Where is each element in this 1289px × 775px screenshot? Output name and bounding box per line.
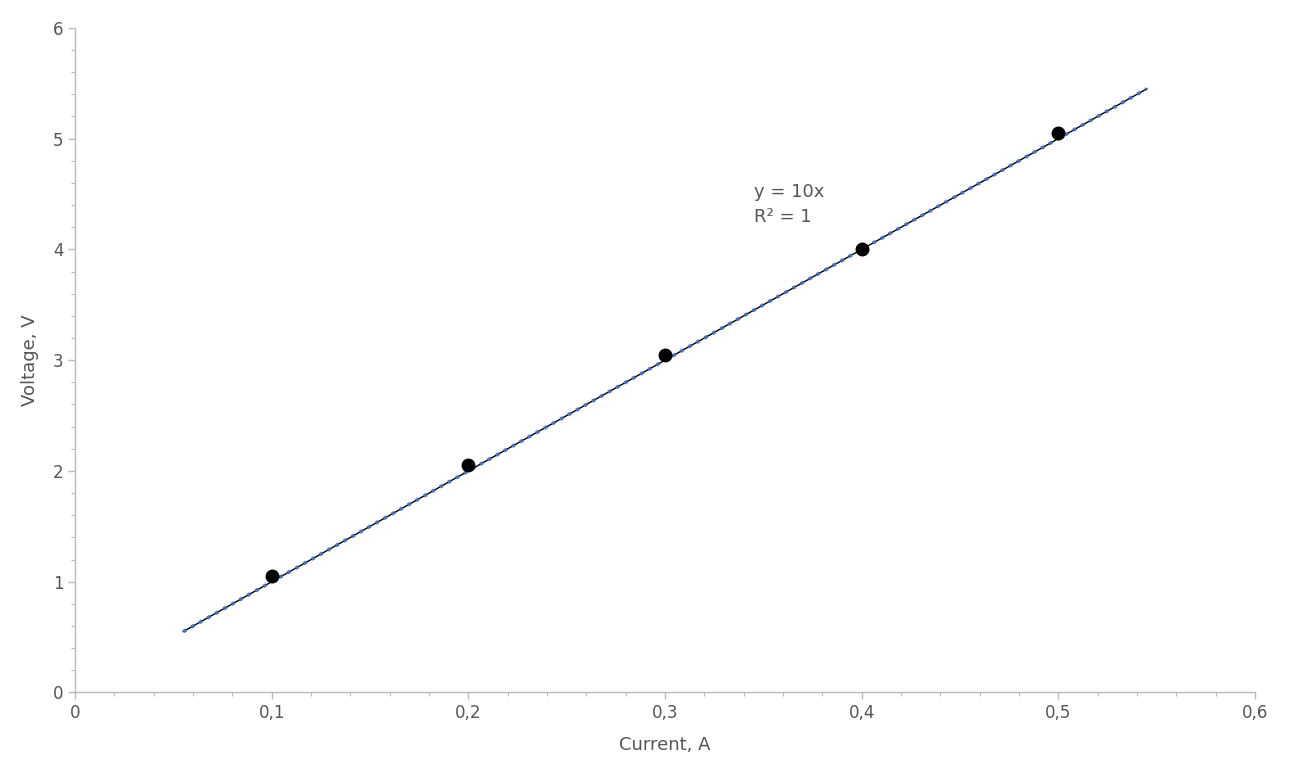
Point <box>458 459 478 471</box>
Text: y = 10x
R² = 1: y = 10x R² = 1 <box>754 183 824 226</box>
X-axis label: Current, A: Current, A <box>619 736 710 754</box>
Y-axis label: Voltage, V: Voltage, V <box>21 315 39 406</box>
Point <box>262 570 282 582</box>
Point <box>655 349 675 361</box>
Point <box>852 243 873 256</box>
Point <box>1048 127 1069 140</box>
